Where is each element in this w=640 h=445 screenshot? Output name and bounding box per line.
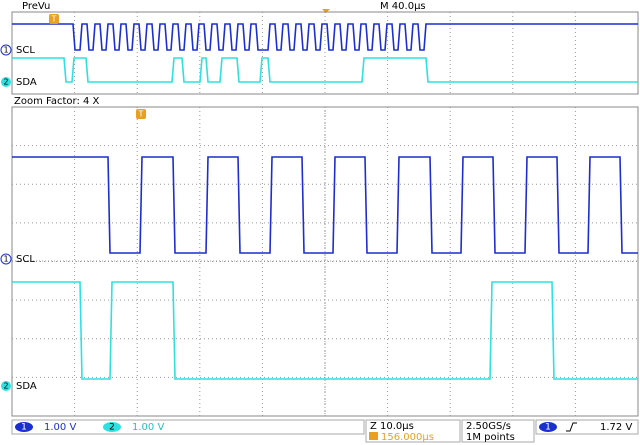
ch2-marker-label: 2	[3, 78, 8, 87]
horizontal-box	[365, 419, 461, 443]
ch1-label: SCL	[16, 45, 35, 56]
trigger-marker	[136, 109, 146, 119]
zoom-scale[interactable]: Z 10.0µs	[370, 421, 414, 432]
ch2-marker	[1, 381, 11, 391]
trigger-marker-label: T	[138, 110, 144, 119]
trigger-marker	[49, 14, 59, 24]
trigger-slope-icon	[566, 422, 577, 432]
scl-zoom	[12, 156, 638, 254]
trigger-pointer	[322, 9, 330, 13]
trigger-position-icon	[369, 432, 378, 440]
ch2-scale[interactable]: 1.00 V	[132, 422, 164, 433]
trigger-marker-label: T	[51, 15, 57, 24]
ch2-marker-label: 2	[3, 382, 8, 391]
trigger-source: 1	[545, 423, 551, 433]
ch1-marker-label: 1	[3, 255, 8, 264]
ch2-badge	[103, 422, 121, 432]
acquisition-box	[461, 419, 535, 443]
ch2-label: SDA	[16, 381, 37, 392]
ch2-marker	[1, 77, 11, 87]
vertical-box	[11, 419, 365, 435]
ch1-marker	[0, 253, 12, 265]
ch2-label: SDA	[16, 77, 37, 88]
sda-zoom	[12, 281, 638, 380]
ch1-number: 1	[21, 423, 27, 433]
trigger-box	[535, 419, 639, 435]
ch1-marker	[0, 44, 12, 56]
record-length: 1M points	[466, 432, 515, 443]
trigger-level[interactable]: 1.72 V	[600, 422, 632, 433]
ch1-label: SCL	[16, 254, 35, 265]
trigger-position[interactable]: 156.000µs	[381, 432, 434, 443]
zoom-factor: Zoom Factor: 4 X	[14, 96, 100, 107]
waveforms	[12, 23, 638, 380]
timebase: M 40.0µs	[380, 1, 426, 12]
sda-overview	[12, 57, 638, 83]
trigger-source-badge	[539, 422, 557, 432]
ch1-badge	[15, 422, 33, 432]
grid	[12, 12, 638, 416]
scl-overview	[12, 23, 638, 51]
mode: PreVu	[22, 1, 50, 12]
sample-rate: 2.50GS/s	[466, 421, 511, 432]
ch2-number: 2	[109, 423, 115, 433]
ch1-scale[interactable]: 1.00 V	[44, 422, 76, 433]
ch1-marker-label: 1	[3, 46, 8, 55]
